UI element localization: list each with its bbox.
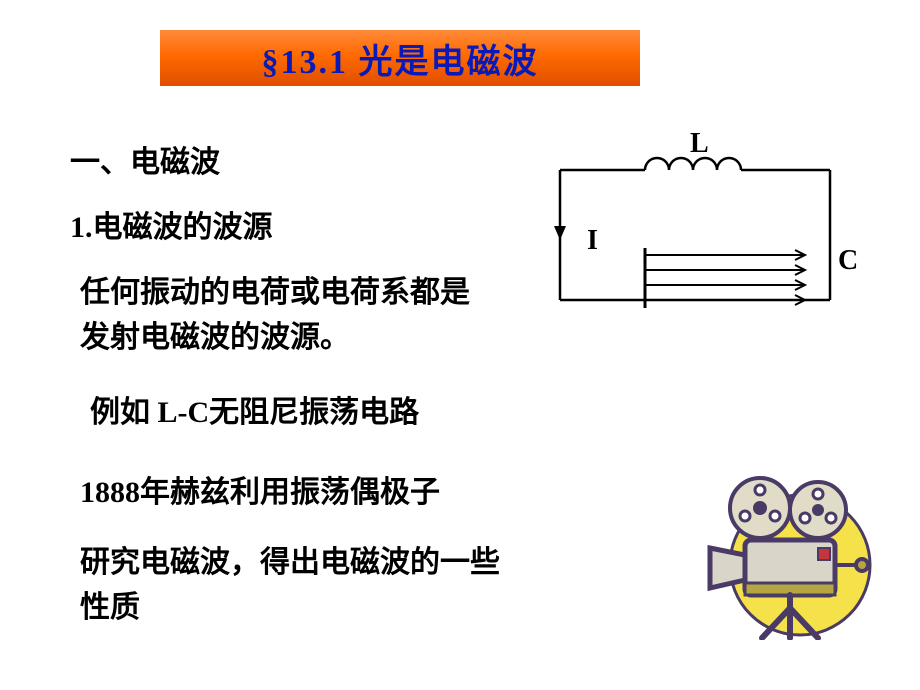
title-bar: §13.1 光是电磁波: [160, 30, 640, 86]
camera-icon: [690, 470, 880, 640]
paragraph-hertz: 1888年赫兹利用振荡偶极子: [80, 470, 440, 515]
paragraph-example: 例如 L-C无阻尼振荡电路: [90, 390, 419, 435]
slide: §13.1 光是电磁波 一、电磁波 1.电磁波的波源 任何振动的电荷或电荷系都是…: [0, 0, 920, 690]
paragraph-study: 研究电磁波，得出电磁波的一些性质: [80, 540, 510, 630]
heading-section: 一、电磁波: [70, 140, 220, 185]
heading-subsection: 1.电磁波的波源: [70, 205, 273, 250]
paragraph-source: 任何振动的电荷或电荷系都是发射电磁波的波源。: [80, 270, 480, 360]
title-text: §13.1 光是电磁波: [262, 34, 539, 83]
lc-circuit-diagram: [530, 130, 850, 340]
